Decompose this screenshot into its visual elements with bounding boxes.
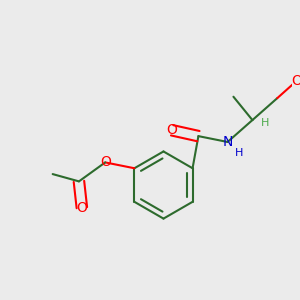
Text: N: N bbox=[222, 135, 233, 149]
Text: H: H bbox=[235, 148, 243, 158]
Text: H: H bbox=[260, 118, 269, 128]
Text: O: O bbox=[76, 201, 87, 215]
Text: O: O bbox=[167, 123, 178, 137]
Text: O: O bbox=[100, 155, 111, 170]
Text: O: O bbox=[291, 74, 300, 88]
